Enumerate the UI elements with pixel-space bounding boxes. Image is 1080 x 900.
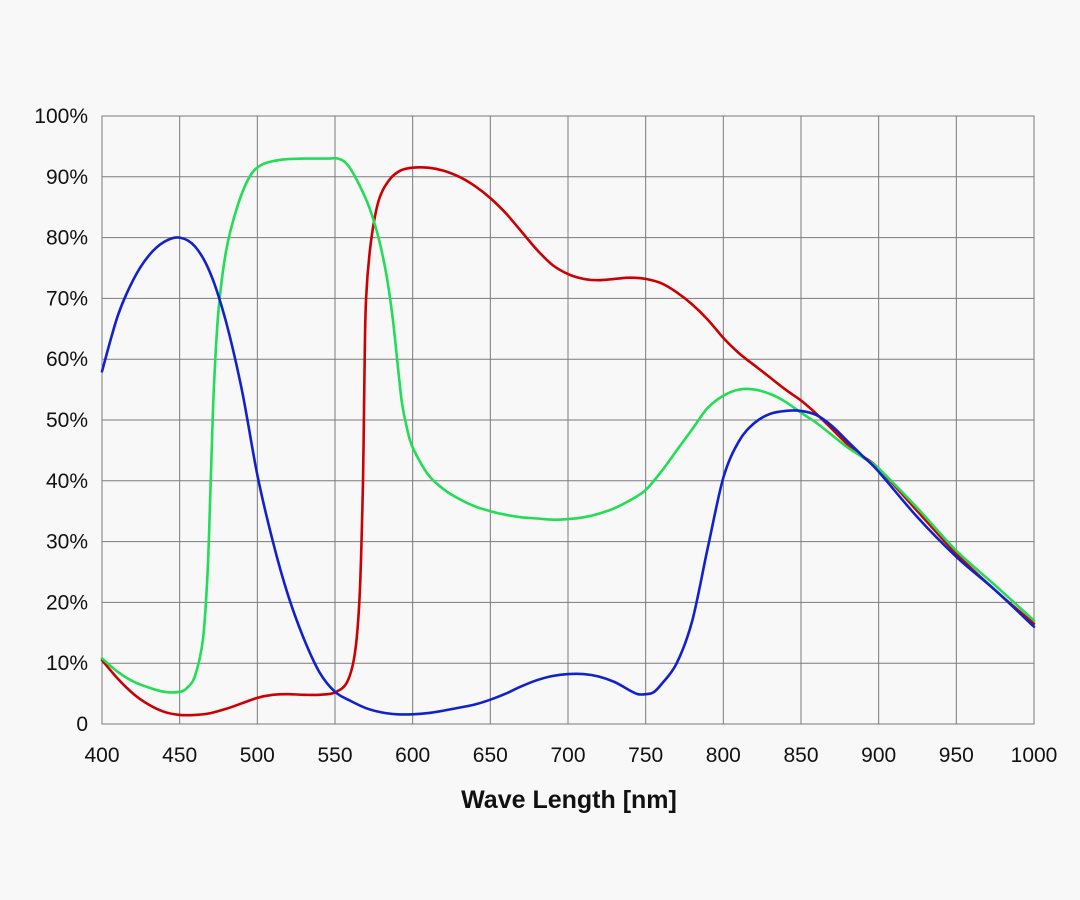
series-line-blue <box>100 236 1036 716</box>
x-tick-label: 700 <box>550 744 585 767</box>
y-tick-label: 0 <box>76 713 88 736</box>
x-tick-label: 500 <box>240 744 275 767</box>
x-tick-label: 850 <box>783 744 818 767</box>
x-tick-label: 450 <box>162 744 197 767</box>
series-lines <box>100 156 1036 717</box>
y-tick-label: 100% <box>34 105 88 128</box>
y-tick-label: 20% <box>46 591 88 614</box>
y-tick-label: 70% <box>46 287 88 310</box>
x-tick-label: 900 <box>861 744 896 767</box>
x-tick-label: 750 <box>628 744 663 767</box>
series-line-green <box>100 156 1036 694</box>
y-axis-ticks: 0 10% 20% 30% 40% 50% 60% 70% 80% 90% 100% <box>34 105 88 736</box>
x-tick-label: 550 <box>317 744 352 767</box>
x-tick-label: 950 <box>939 744 974 767</box>
x-tick-label: 600 <box>395 744 430 767</box>
x-tick-label: 650 <box>473 744 508 767</box>
y-tick-label: 90% <box>46 166 88 189</box>
x-tick-label: 400 <box>84 744 119 767</box>
y-tick-label: 30% <box>46 531 88 554</box>
y-tick-label: 60% <box>46 348 88 371</box>
y-tick-label: 10% <box>46 652 88 675</box>
y-tick-label: 50% <box>46 409 88 432</box>
y-tick-label: 40% <box>46 470 88 493</box>
y-tick-label: 80% <box>46 227 88 250</box>
grid <box>101 115 1035 725</box>
x-tick-label: 800 <box>706 744 741 767</box>
series-line-red <box>100 166 1036 717</box>
x-axis-title: Wave Length [nm] <box>461 786 677 814</box>
x-axis-ticks: 400 450 500 550 600 650 700 750 800 850 900 950 1000 <box>84 744 1057 767</box>
plot-frame <box>101 115 1035 725</box>
x-tick-label: 1000 <box>1011 744 1058 767</box>
